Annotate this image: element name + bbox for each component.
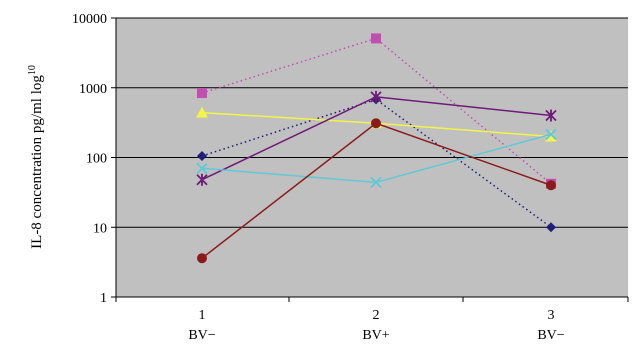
data-point-diamond xyxy=(197,151,207,162)
series-line xyxy=(201,37,552,185)
y-axis-title: IL-8 concentration pg/ml log10 xyxy=(27,65,45,249)
series-4 xyxy=(196,90,557,186)
y-tick-label: 100 xyxy=(86,152,107,167)
x-tick-label: 2 xyxy=(373,308,380,323)
data-point-x xyxy=(545,128,557,140)
y-tick-labels: 1 10 100 1000 10000 xyxy=(72,12,107,306)
y-tick-label: 10000 xyxy=(72,12,107,27)
data-point-circle xyxy=(371,118,381,129)
x-tick-label: 3 xyxy=(548,308,555,323)
axes xyxy=(111,17,629,302)
series-layer xyxy=(196,33,557,264)
data-point-x xyxy=(196,162,208,174)
data-point-square xyxy=(197,88,207,99)
data-point-circle xyxy=(546,180,556,191)
x-category-label: BV− xyxy=(537,328,564,343)
y-axis-title-text: IL-8 concentration pg/ml log xyxy=(29,75,45,249)
y-axis-title-superscript: 10 xyxy=(27,65,38,75)
x-category-label: BV− xyxy=(188,328,215,343)
data-point-x xyxy=(370,176,382,189)
data-point-diamond xyxy=(546,222,556,233)
data-point-triangle xyxy=(545,130,557,142)
series-6 xyxy=(197,118,556,264)
y-tick-label: 1000 xyxy=(79,82,107,97)
x-category-label: BV+ xyxy=(362,328,389,343)
x-tick-labels: 1 BV− 2 BV+ 3 BV− xyxy=(188,308,564,343)
data-point-asterisk xyxy=(370,90,382,103)
data-point-square xyxy=(371,33,381,44)
y-tick-label: 1 xyxy=(100,291,107,306)
x-tick-label: 1 xyxy=(199,308,206,323)
data-point-asterisk xyxy=(196,173,208,186)
series-5 xyxy=(196,128,557,189)
data-point-circle xyxy=(197,253,207,264)
data-point-asterisk xyxy=(545,109,557,122)
y-tick-label: 10 xyxy=(93,221,107,236)
data-point-triangle xyxy=(196,106,208,118)
